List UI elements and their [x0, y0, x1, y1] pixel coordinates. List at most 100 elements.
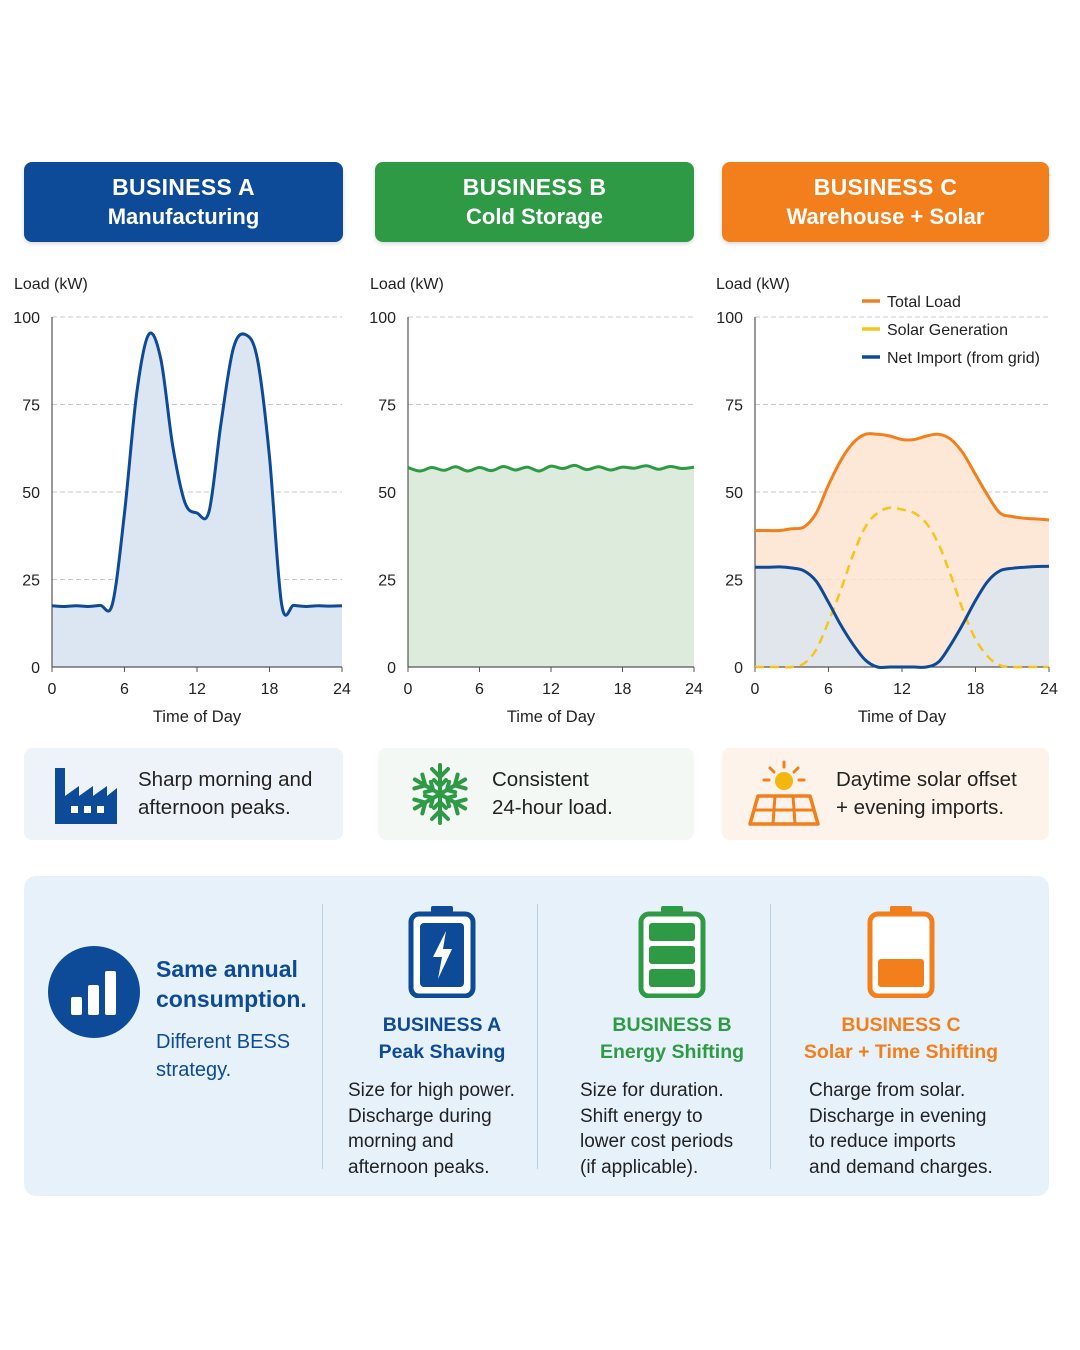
note-line: Consistent [492, 768, 589, 791]
battery-low-icon [867, 906, 935, 998]
description-line: (if applicable). [580, 1156, 699, 1178]
divider [770, 904, 771, 1169]
y-tick-label: 100 [716, 310, 743, 327]
description-line: Discharge in evening [809, 1105, 987, 1127]
y-axis-label: Load (kW) [14, 276, 88, 293]
x-axis-label: Time of Day [153, 708, 242, 726]
header-business-c: BUSINESS C Warehouse + Solar [722, 162, 1049, 242]
strategy-panel: Same annual consumption. Different BESS … [24, 876, 1049, 1196]
y-tick-label: 50 [22, 485, 40, 502]
description-line: and demand charges. [809, 1156, 993, 1178]
y-axis-label: Load (kW) [370, 276, 444, 293]
strategy-title: BUSINESS C [841, 1014, 961, 1036]
strategy-description: Charge from solar. Discharge in evening … [809, 1078, 1008, 1180]
y-tick-label: 75 [725, 398, 743, 415]
y-tick-label: 50 [378, 485, 396, 502]
strategy-subtitle: Solar + Time Shifting [803, 1041, 999, 1063]
x-axis-label: Time of Day [858, 708, 947, 726]
summary-subtitle-line: Different BESS [156, 1031, 291, 1053]
header-subtitle: Warehouse + Solar [786, 204, 985, 229]
x-tick-label: 6 [824, 681, 833, 698]
y-tick-label: 0 [31, 660, 40, 677]
x-tick-label: 24 [333, 681, 351, 698]
x-tick-label: 0 [404, 681, 413, 698]
legend-entry: Net Import (from grid) [887, 350, 1040, 367]
note-business-b: Consistent 24-hour load. [378, 748, 694, 840]
strategy-title: BUSINESS A [382, 1014, 502, 1036]
summary-heading-line: Same annual [156, 956, 298, 982]
summary-subtitle-line: strategy. [156, 1059, 232, 1081]
series-area [408, 465, 694, 667]
legend-entry: Total Load [887, 294, 961, 311]
header-subtitle: Cold Storage [466, 204, 603, 229]
y-axis-label: Load (kW) [716, 276, 790, 293]
header-title: BUSINESS B [462, 174, 607, 200]
header-subtitle: Manufacturing [107, 204, 260, 229]
y-tick-label: 25 [725, 573, 743, 590]
x-tick-label: 12 [893, 681, 911, 698]
y-tick-label: 100 [13, 310, 40, 327]
strategy-business-b: BUSINESS B Energy Shifting Size for dura… [574, 904, 770, 1180]
series-line [754, 432, 1050, 533]
y-tick-label: 25 [378, 573, 396, 590]
description-line: Shift energy to [580, 1105, 703, 1127]
x-tick-label: 24 [685, 681, 703, 698]
y-tick-label: 75 [378, 398, 396, 415]
note-text: Consistent 24-hour load. [492, 766, 613, 822]
strategy-title: BUSINESS B [612, 1014, 732, 1036]
factory-icon [48, 759, 124, 829]
description-line: lower cost periods [580, 1131, 734, 1152]
description-line: Discharge during [348, 1105, 492, 1127]
description-line: Charge from solar. [809, 1080, 966, 1101]
description-line: afternoon peaks. [348, 1156, 490, 1178]
note-line: afternoon peaks. [138, 796, 291, 819]
strategy-subtitle: Peak Shaving [378, 1041, 506, 1063]
x-tick-label: 12 [542, 681, 560, 698]
description-line: Size for high power. [348, 1080, 515, 1101]
header-business-a: BUSINESS A Manufacturing [24, 162, 343, 242]
x-tick-label: 12 [188, 681, 206, 698]
x-tick-label: 18 [261, 681, 279, 698]
y-tick-label: 75 [22, 398, 40, 415]
snowflake-icon [402, 759, 478, 829]
strategy-description: Size for duration. Shift energy to lower… [580, 1078, 770, 1180]
y-tick-label: 25 [22, 573, 40, 590]
solar-panel-icon [746, 759, 822, 829]
series-area [755, 566, 1049, 668]
strategy-subtitle: Energy Shifting [599, 1041, 745, 1063]
note-business-c: Daytime solar offset + evening imports. [722, 748, 1049, 840]
divider [322, 904, 323, 1169]
series-line [407, 463, 695, 473]
strategy-business-a: BUSINESS A Peak Shaving Size for high po… [347, 904, 537, 1180]
x-tick-label: 18 [967, 681, 985, 698]
legend-entry: Solar Generation [887, 322, 1008, 339]
note-line: Daytime solar offset [836, 768, 1017, 791]
bar-chart-icon [48, 946, 140, 1038]
description-line: morning and [348, 1131, 454, 1152]
x-tick-label: 6 [475, 681, 484, 698]
series-area [52, 332, 342, 667]
header-title: BUSINESS A [112, 174, 255, 200]
description-line: to reduce imports [809, 1131, 956, 1152]
note-text: Sharp morning and afternoon peaks. [138, 766, 312, 822]
battery-full-icon [638, 906, 706, 998]
strategy-description: Size for high power. Discharge during mo… [348, 1078, 537, 1180]
battery-charging-icon [408, 906, 476, 998]
summary-heading-line: consumption. [156, 986, 307, 1012]
note-business-a: Sharp morning and afternoon peaks. [24, 748, 343, 840]
x-tick-label: 18 [614, 681, 632, 698]
divider [537, 904, 538, 1169]
header-business-b: BUSINESS B Cold Storage [375, 162, 694, 242]
x-tick-label: 0 [48, 681, 57, 698]
y-tick-label: 0 [387, 660, 396, 677]
x-axis-label: Time of Day [507, 708, 596, 726]
note-line: + evening imports. [836, 796, 1005, 819]
y-tick-label: 50 [725, 485, 743, 502]
description-line: Size for duration. [580, 1080, 724, 1101]
series-line [754, 506, 1049, 669]
summary-subtitle: Different BESS strategy. [156, 1028, 290, 1084]
series-line [51, 331, 343, 617]
load-profile-charts: Load (kW) 0 25 50 75 100 0 6 12 18 24 Time of Day Lo… [13, 276, 1058, 726]
x-tick-label: 24 [1040, 681, 1058, 698]
note-line: Sharp morning and [138, 768, 313, 791]
